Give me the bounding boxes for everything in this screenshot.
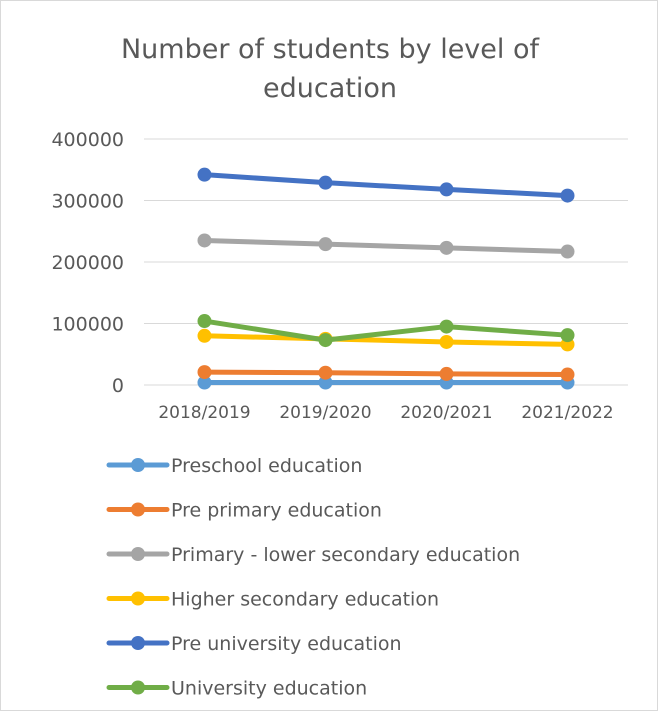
data-point — [197, 167, 212, 182]
series-line — [197, 167, 575, 203]
series-path — [202, 172, 570, 199]
y-tick-label: 0 — [112, 375, 124, 397]
legend-swatch-marker — [131, 458, 145, 472]
series-path — [202, 369, 570, 378]
chart-title-line-2: education — [263, 73, 397, 104]
series-line — [197, 375, 575, 390]
legend-item: Primary - lower secondary education — [106, 544, 520, 566]
legend-label: Preschool education — [171, 455, 362, 477]
y-tick-label: 400000 — [51, 129, 124, 151]
series-path — [202, 237, 570, 255]
data-point — [560, 328, 575, 343]
legend-swatch-marker — [131, 547, 145, 561]
x-tick-label: 2018/2019 — [158, 403, 250, 423]
data-point — [318, 375, 333, 390]
x-tick-label: 2020/2021 — [400, 403, 492, 423]
data-point — [318, 175, 333, 190]
chart-title-line-1: Number of students by level of — [121, 34, 541, 65]
y-axis-ticks: 0 100000 200000 300000 400000 — [51, 129, 124, 397]
series-line — [197, 365, 575, 382]
data-point — [560, 188, 575, 203]
legend-label: Pre university education — [171, 633, 402, 655]
data-point — [439, 319, 454, 334]
data-point — [197, 233, 212, 248]
x-tick-label: 2019/2020 — [279, 403, 371, 423]
series-lines — [197, 167, 575, 390]
data-point — [439, 334, 454, 349]
data-point — [560, 244, 575, 259]
legend-item: University education — [106, 678, 367, 700]
data-point — [318, 365, 333, 380]
x-tick-label: 2021/2022 — [521, 403, 613, 423]
data-point — [197, 328, 212, 343]
data-point — [439, 182, 454, 197]
data-point — [318, 333, 333, 348]
y-tick-label: 100000 — [51, 314, 124, 336]
x-axis-ticks: 2018/2019 2019/2020 2020/2021 2021/2022 — [158, 403, 613, 423]
series-path — [202, 318, 570, 343]
series-line — [197, 233, 575, 259]
legend-label: Pre primary education — [171, 500, 382, 522]
legend: Preschool education Pre primary education… — [106, 455, 520, 700]
legend-item: Pre university education — [106, 633, 402, 655]
data-point — [197, 375, 212, 390]
series-path — [202, 333, 570, 347]
data-point — [197, 365, 212, 380]
legend-item: Higher secondary education — [106, 589, 439, 611]
y-tick-label: 200000 — [51, 252, 124, 274]
legend-item: Pre primary education — [106, 500, 382, 522]
legend-item: Preschool education — [106, 455, 362, 477]
data-point — [439, 240, 454, 255]
data-point — [439, 366, 454, 381]
series-line — [197, 314, 575, 348]
data-point — [560, 367, 575, 382]
legend-label: Higher secondary education — [171, 589, 439, 611]
legend-label: University education — [171, 678, 367, 700]
data-point — [197, 314, 212, 329]
y-tick-label: 300000 — [51, 191, 124, 213]
legend-swatch-marker — [131, 636, 145, 650]
legend-label: Primary - lower secondary education — [171, 544, 520, 566]
legend-swatch-marker — [131, 591, 145, 606]
legend-swatch-marker — [131, 680, 145, 695]
legend-swatch-marker — [131, 502, 145, 517]
data-point — [318, 237, 333, 252]
